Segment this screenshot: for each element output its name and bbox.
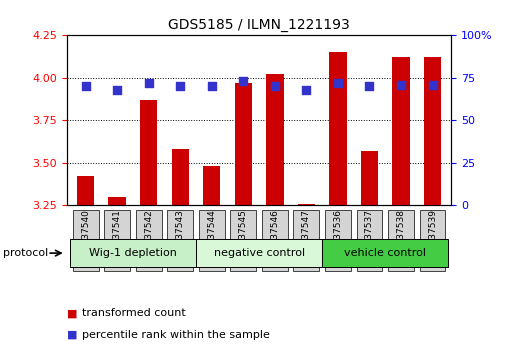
Text: transformed count: transformed count (82, 308, 186, 318)
FancyBboxPatch shape (420, 210, 445, 271)
Point (239, 79, 247, 84)
Bar (108, 197, 126, 205)
Bar (298, 204, 315, 205)
FancyBboxPatch shape (167, 210, 193, 271)
Point (397, 82, 405, 87)
FancyBboxPatch shape (199, 210, 225, 271)
Bar (329, 52, 347, 205)
Bar (234, 83, 252, 205)
Text: ■: ■ (67, 308, 77, 318)
FancyBboxPatch shape (325, 210, 351, 271)
FancyBboxPatch shape (230, 210, 256, 271)
Bar (203, 166, 221, 205)
FancyBboxPatch shape (322, 239, 448, 268)
Text: GSM737540: GSM737540 (81, 209, 90, 264)
Text: GSM737538: GSM737538 (397, 209, 405, 264)
Point (176, 84, 184, 89)
Text: GSM737547: GSM737547 (302, 209, 311, 264)
Bar (424, 57, 441, 205)
Point (82, 84, 90, 89)
Text: GSM737542: GSM737542 (144, 209, 153, 264)
FancyBboxPatch shape (357, 210, 382, 271)
Point (271, 84, 279, 89)
Point (365, 84, 373, 89)
FancyBboxPatch shape (70, 239, 196, 268)
Text: GSM737544: GSM737544 (207, 209, 216, 264)
Text: protocol: protocol (3, 248, 48, 258)
Text: GSM737541: GSM737541 (113, 209, 122, 264)
FancyBboxPatch shape (293, 210, 319, 271)
Point (334, 80, 342, 86)
Title: GDS5185 / ILMN_1221193: GDS5185 / ILMN_1221193 (168, 18, 350, 32)
Text: GSM737536: GSM737536 (333, 209, 342, 264)
Point (113, 87, 121, 93)
Text: percentile rank within the sample: percentile rank within the sample (82, 330, 270, 339)
Text: negative control: negative control (213, 248, 305, 258)
Text: GSM737537: GSM737537 (365, 209, 374, 264)
Text: GSM737545: GSM737545 (239, 209, 248, 264)
Text: GSM737543: GSM737543 (176, 209, 185, 264)
FancyBboxPatch shape (196, 239, 322, 268)
Point (208, 84, 216, 89)
Bar (392, 57, 410, 205)
Bar (140, 100, 157, 205)
Text: GSM737539: GSM737539 (428, 209, 437, 264)
Text: Wig-1 depletion: Wig-1 depletion (89, 248, 177, 258)
FancyBboxPatch shape (388, 210, 414, 271)
FancyBboxPatch shape (104, 210, 130, 271)
Text: ■: ■ (67, 330, 77, 339)
Point (428, 82, 437, 87)
Point (145, 80, 153, 86)
Bar (171, 149, 189, 205)
Point (302, 87, 310, 93)
FancyBboxPatch shape (136, 210, 162, 271)
Bar (266, 74, 284, 205)
FancyBboxPatch shape (73, 210, 98, 271)
FancyBboxPatch shape (262, 210, 288, 271)
Bar (361, 151, 378, 205)
Text: GSM737546: GSM737546 (270, 209, 280, 264)
Bar (77, 176, 94, 205)
Text: vehicle control: vehicle control (344, 248, 426, 258)
